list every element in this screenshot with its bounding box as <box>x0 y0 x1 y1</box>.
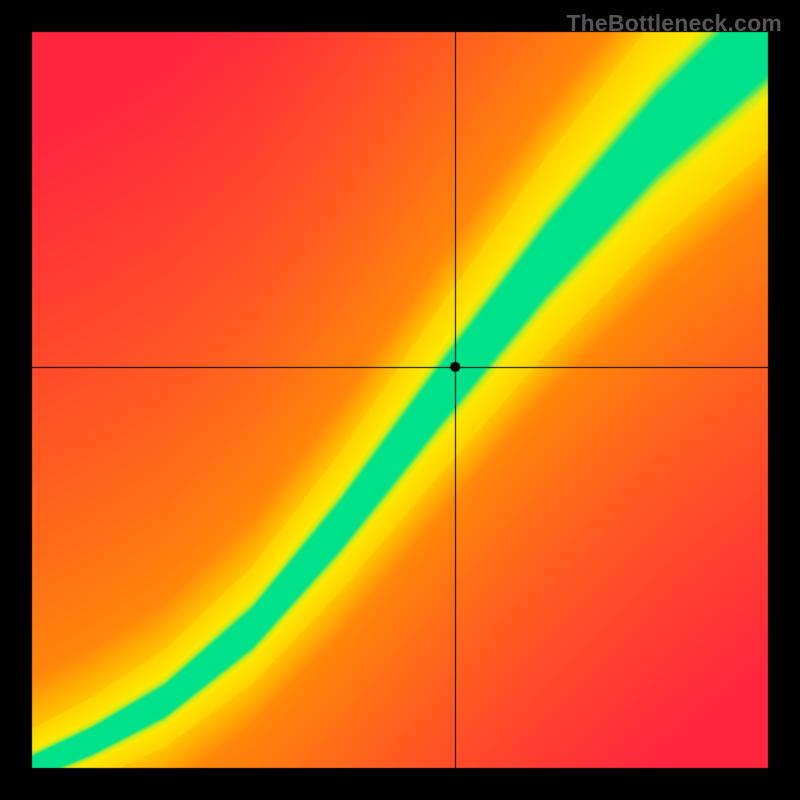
watermark-label: TheBottleneck.com <box>566 10 782 37</box>
bottleneck-heatmap-canvas <box>0 0 800 800</box>
heatmap-container: TheBottleneck.com <box>0 0 800 800</box>
